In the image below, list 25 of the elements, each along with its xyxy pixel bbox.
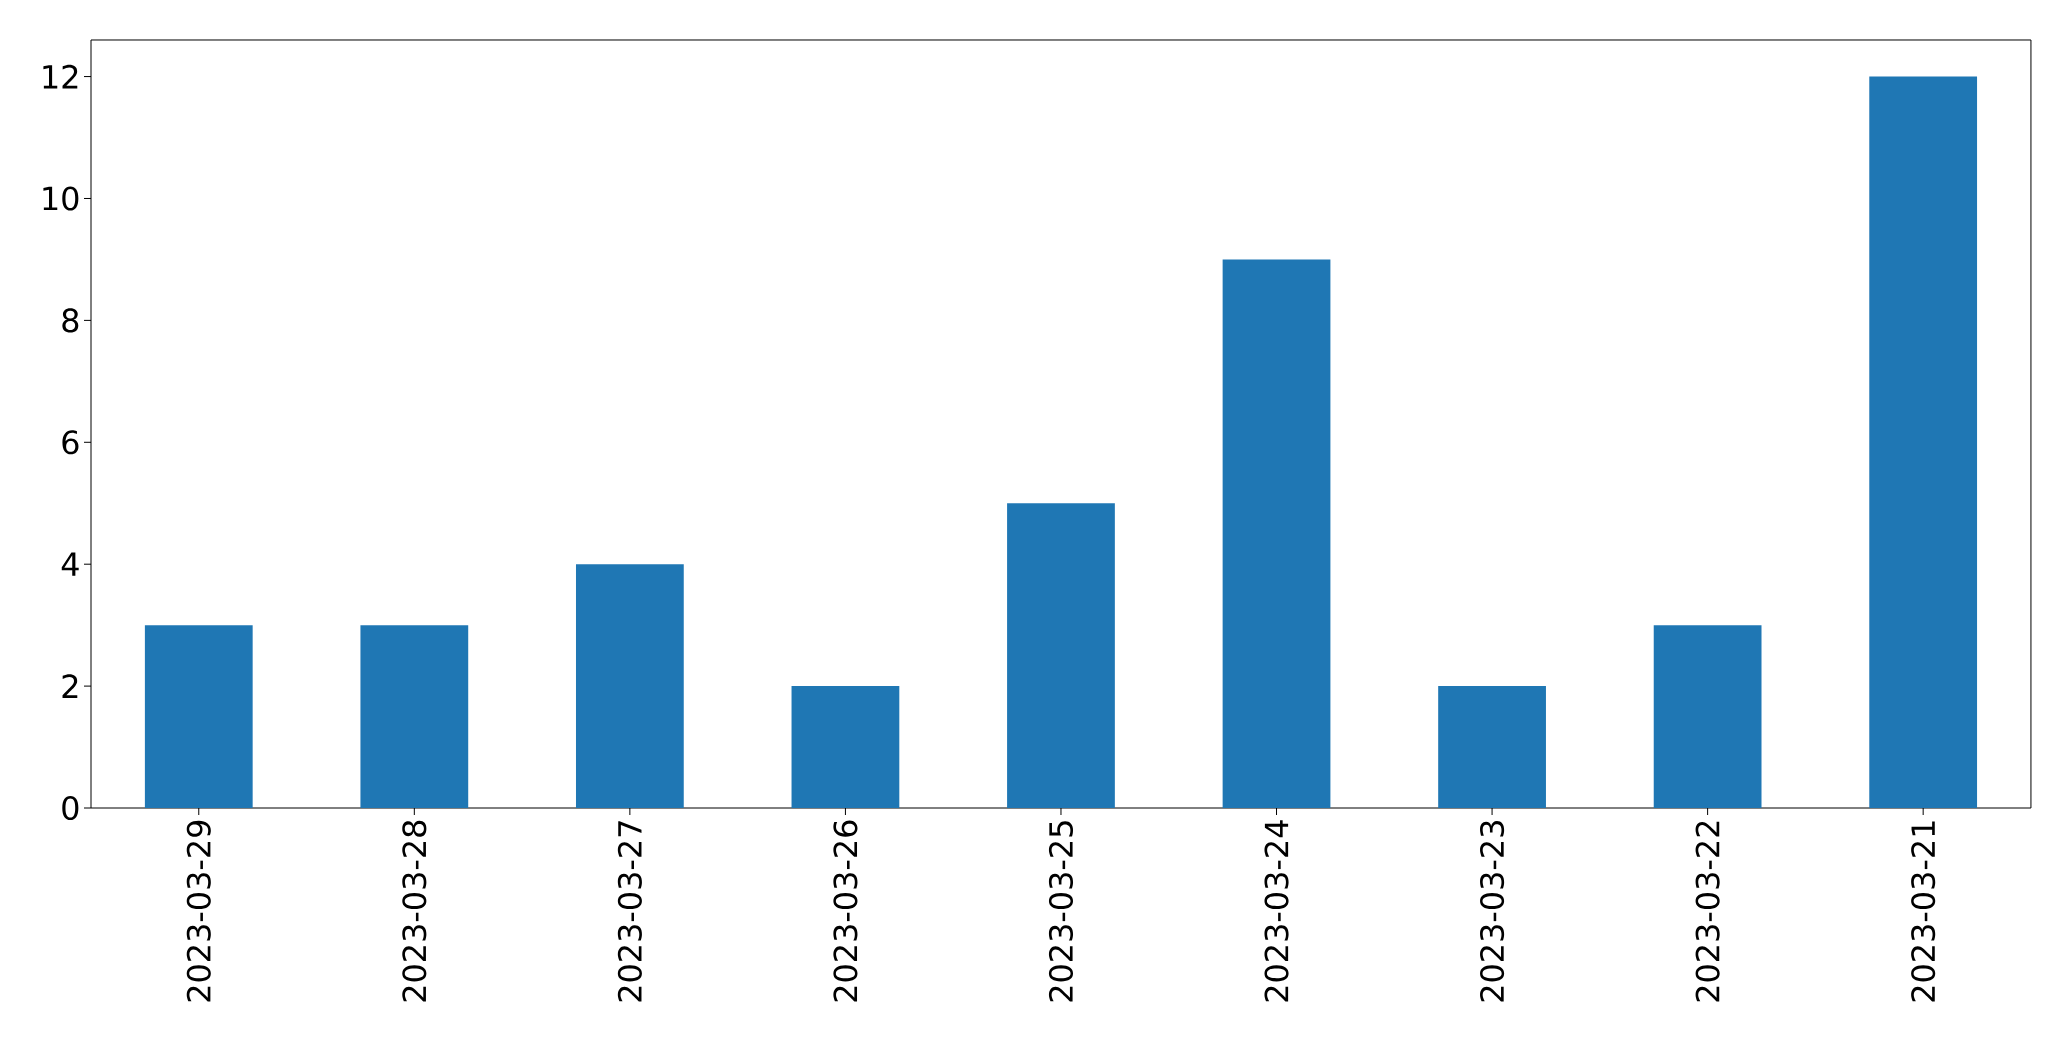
bar [1007, 503, 1115, 808]
bar [1653, 625, 1762, 808]
x-tick-label: 2023-03-28 [402, 820, 427, 1002]
x-tick-label: 2023-03-24 [1264, 820, 1289, 1002]
bar [1222, 259, 1331, 808]
x-tick-label: 2023-03-26 [833, 820, 858, 1002]
y-tick-label: 6 [62, 430, 79, 455]
x-tick-label: 2023-03-27 [617, 821, 642, 1002]
bar [791, 686, 900, 808]
x-tick-label: 2023-03-22 [1695, 821, 1720, 1002]
bar [360, 625, 469, 808]
bar [1869, 76, 1978, 808]
y-tick-label: 10 [43, 186, 79, 211]
y-tick-label: 8 [62, 308, 79, 333]
bar [144, 625, 253, 808]
x-tick-label: 2023-03-25 [1048, 821, 1074, 1002]
y-tick-label: 4 [61, 552, 79, 576]
x-tick-label: 2023-03-23 [1480, 821, 1505, 1002]
y-tick-label: 0 [62, 795, 79, 821]
bar [575, 564, 684, 808]
x-tick-label: 2023-03-21 [1911, 821, 1936, 1002]
y-tick-label: 12 [43, 64, 78, 89]
y-tick-label: 2 [62, 674, 78, 698]
bar [1438, 686, 1546, 808]
x-tick-label: 2023-03-29 [186, 820, 211, 1002]
